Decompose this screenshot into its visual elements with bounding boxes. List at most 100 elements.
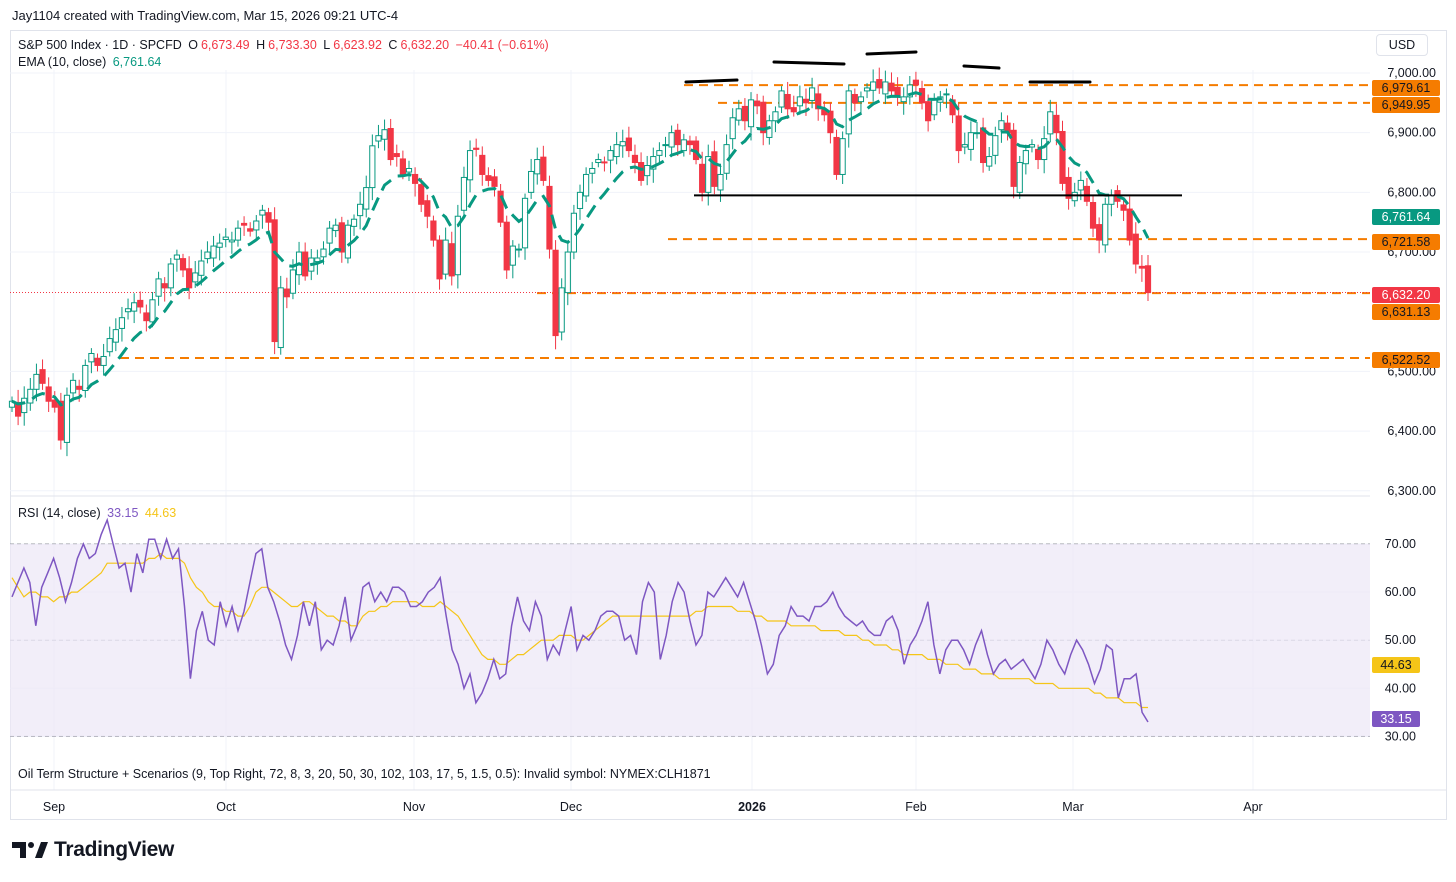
candle-body: [344, 224, 352, 259]
candle: [259, 204, 266, 229]
candle: [253, 215, 260, 240]
candle: [973, 121, 981, 139]
candle: [534, 147, 541, 185]
candle: [625, 126, 632, 158]
candle-body: [33, 373, 40, 390]
candle: [454, 204, 461, 289]
candle-body: [82, 364, 89, 391]
candle-body: [595, 159, 602, 164]
candle-body: [289, 269, 297, 294]
candle-body: [39, 369, 46, 384]
candle-body: [131, 302, 138, 312]
candle: [552, 240, 559, 350]
candle: [863, 83, 871, 99]
rsi-legend: RSI (14, close) 33.15 44.63: [18, 506, 179, 520]
price-tag-label: 6,721.58: [1382, 235, 1431, 249]
candle-body: [27, 388, 34, 404]
candle-body: [735, 108, 742, 121]
candle: [1022, 144, 1029, 175]
candle: [363, 175, 370, 218]
candle: [350, 214, 358, 236]
candle-body: [918, 88, 926, 104]
candle: [558, 278, 565, 341]
candle: [375, 124, 382, 149]
candle: [448, 231, 455, 286]
candle: [735, 99, 742, 126]
close-value: 6,632.20: [400, 38, 450, 52]
candle: [778, 86, 785, 113]
candle-body: [326, 227, 333, 244]
candle: [931, 93, 938, 121]
candle: [576, 184, 584, 220]
candle: [870, 69, 877, 102]
candle: [161, 277, 168, 302]
candle: [222, 228, 229, 248]
candle-body: [418, 184, 425, 205]
candle: [106, 326, 113, 357]
candle: [992, 126, 999, 165]
candle: [540, 145, 547, 186]
candle-body: [69, 379, 77, 394]
candle: [888, 72, 895, 96]
candle: [998, 112, 1005, 143]
price-tag-label: 6,979.61: [1382, 81, 1431, 95]
candle: [607, 145, 614, 174]
candle-body: [271, 219, 278, 343]
candle-body: [88, 352, 95, 363]
candle-body: [124, 308, 132, 313]
candle-body: [583, 173, 590, 197]
currency-button[interactable]: USD: [1376, 34, 1428, 56]
candle-body: [631, 154, 639, 164]
tradingview-logo[interactable]: TradingView: [12, 838, 174, 862]
candle: [894, 77, 901, 106]
candle: [338, 216, 345, 263]
candle-body: [1132, 233, 1139, 265]
candle-body: [338, 222, 345, 253]
candle-body: [454, 215, 461, 276]
candle-body: [1108, 194, 1115, 205]
candle-body: [790, 107, 797, 113]
candle-body: [192, 272, 199, 283]
candle-body: [662, 144, 669, 147]
candle-body: [161, 283, 168, 289]
candle-body: [754, 100, 761, 107]
candle: [94, 353, 101, 372]
high-value: 6,733.30: [268, 38, 317, 52]
candle: [69, 373, 77, 402]
candle: [485, 167, 492, 187]
candle-body: [460, 176, 468, 211]
candle: [790, 95, 797, 117]
candle: [509, 240, 516, 279]
price-axis: 7,000.006,900.006,800.006,700.006,500.00…: [1387, 66, 1436, 498]
candle: [234, 220, 242, 247]
candle-body: [332, 224, 339, 232]
candle: [760, 95, 767, 146]
candle: [411, 167, 419, 197]
candle-body: [558, 287, 565, 333]
candles: [8, 67, 1152, 457]
candle-body: [63, 394, 71, 443]
candle-body: [283, 288, 290, 298]
rsi-label: RSI (14, close): [18, 506, 101, 520]
candle-body: [94, 357, 101, 366]
candle-body: [680, 139, 687, 152]
candle: [357, 191, 364, 230]
change-value: −40.41 (−0.61%): [455, 38, 549, 52]
candle: [729, 108, 736, 150]
candle-body: [363, 187, 370, 210]
candle: [1102, 197, 1109, 253]
candle-body: [314, 257, 321, 263]
candle-body: [796, 96, 803, 107]
candle-body: [1102, 203, 1109, 246]
candle-body: [686, 140, 694, 146]
candle: [686, 135, 694, 155]
candle-body: [772, 111, 779, 122]
candle-body: [155, 278, 162, 297]
candle-body: [143, 312, 150, 322]
candle: [27, 377, 34, 411]
candle: [192, 260, 199, 288]
chart-frame: [10, 30, 1447, 820]
candle-body: [619, 141, 626, 147]
resistance-stroke: [772, 60, 846, 66]
